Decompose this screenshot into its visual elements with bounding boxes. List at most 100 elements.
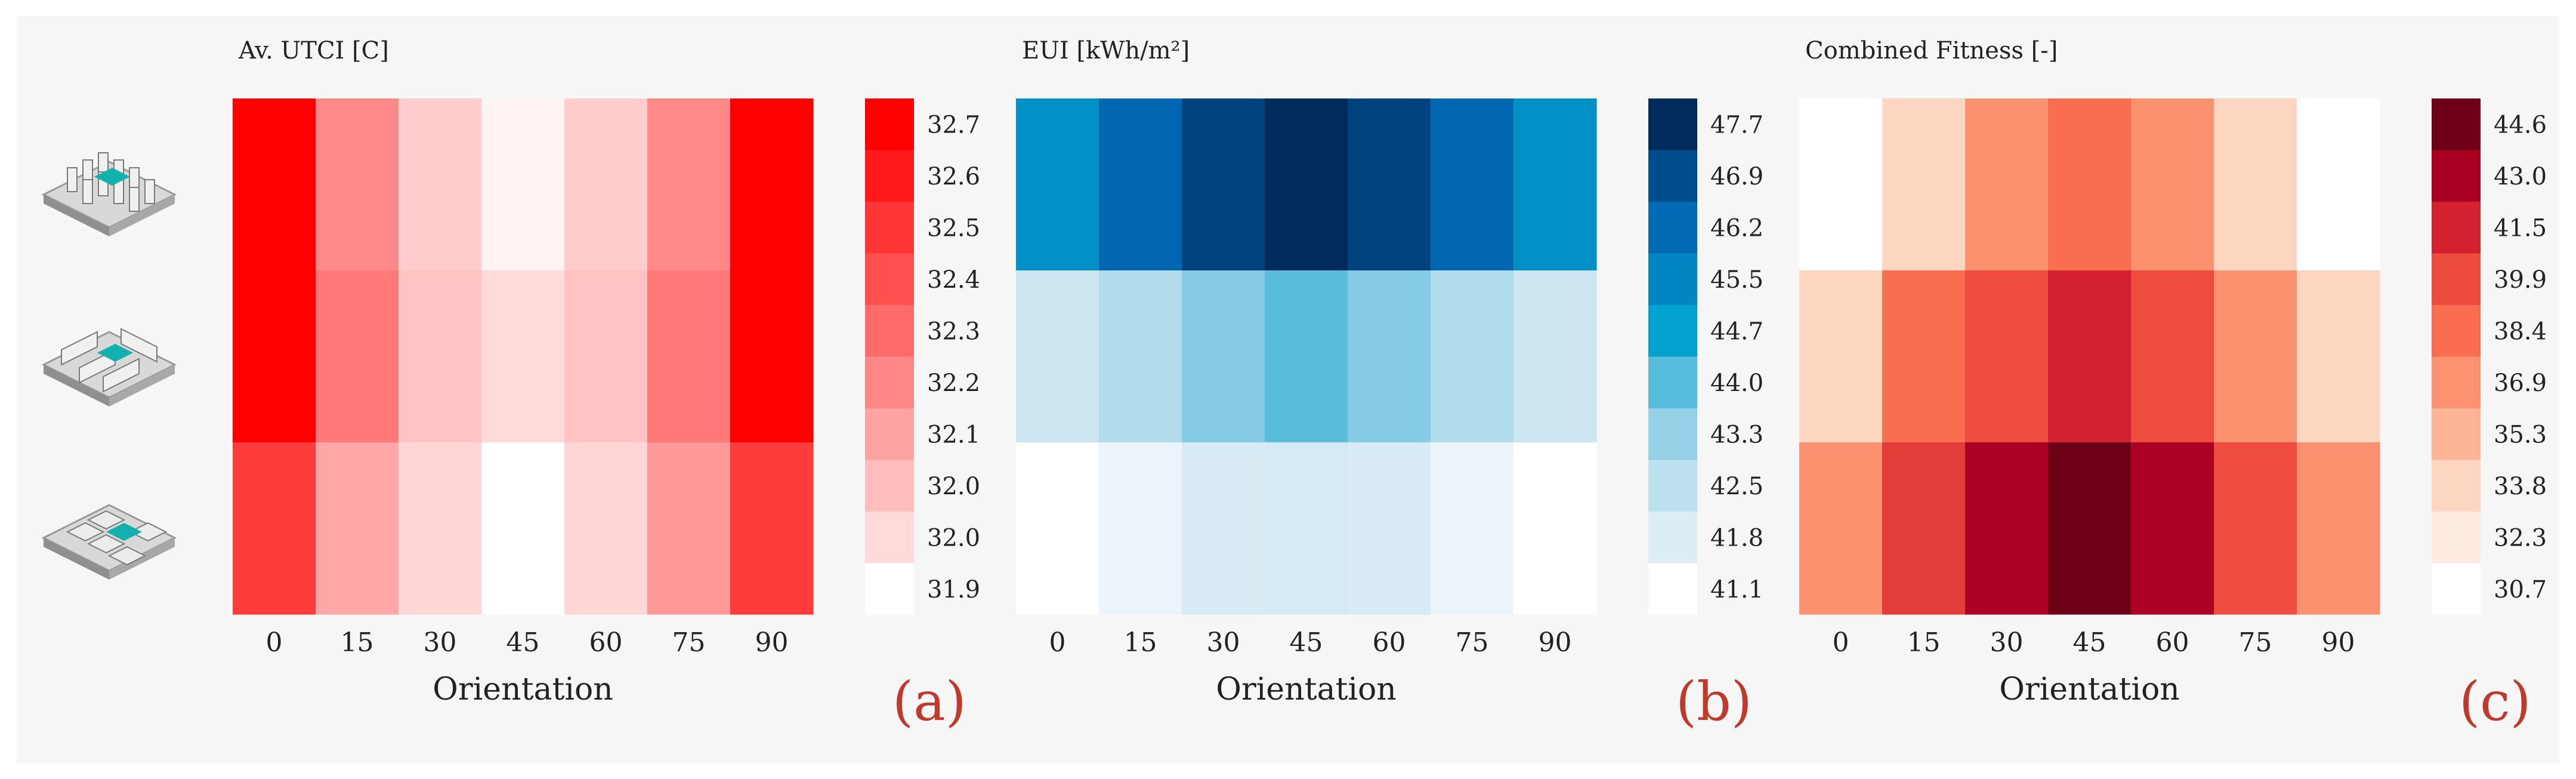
x-tick-label: 60 [2156, 627, 2189, 658]
heatmap-cell [1016, 442, 1099, 615]
panel-a: Av. UTCI [C] 0 15 30 45 60 75 90 Orientation 32.7… [233, 37, 980, 733]
colorbar-label: 42.5 [1710, 473, 1763, 500]
colorbar-swatch [865, 150, 914, 202]
colorbar-label: 32.0 [927, 473, 980, 500]
colorbar-swatch [1648, 408, 1697, 461]
panel-letter: (c) [2459, 670, 2531, 733]
heatmap-cell [1965, 98, 2049, 271]
heatmap-cell [2048, 442, 2132, 615]
heatmap-cell [1016, 98, 1099, 271]
heatmap-cell [399, 98, 482, 271]
heatmap-cell [1965, 442, 2049, 615]
heatmap-cell [1182, 98, 1265, 271]
colorbar-swatch [2432, 98, 2481, 151]
x-axis-label: Orientation [1999, 672, 2180, 707]
heatmap-cell [1265, 270, 1348, 443]
colorbar-swatch [2432, 563, 2481, 615]
heatmap-cell [316, 442, 399, 615]
colorbar-label: 31.9 [927, 576, 980, 604]
heatmap-cell [2214, 270, 2297, 443]
heatmap-cell [233, 442, 316, 615]
heatmap-cell [1799, 270, 1883, 443]
x-tick-label: 75 [2239, 627, 2272, 658]
heatmap-cell [564, 442, 648, 615]
x-tick-label: 0 [266, 627, 283, 658]
colorbar-label: 32.5 [927, 214, 980, 242]
x-tick-label: 0 [1833, 627, 1849, 658]
colorbar-swatch [865, 98, 914, 151]
heatmap-cell [647, 270, 731, 443]
heatmap-cell [1882, 442, 1966, 615]
colorbar-swatch [2432, 253, 2481, 306]
colorbar-label: 46.2 [1710, 214, 1763, 242]
colorbar-swatch [2432, 202, 2481, 254]
panel-letter: (b) [1676, 670, 1752, 733]
colorbar-swatch [2432, 460, 2481, 512]
heatmap-cell [1348, 270, 1431, 443]
colorbar-label: 47.7 [1710, 111, 1763, 138]
colorbar-swatch [1648, 98, 1697, 151]
colorbar-label: 41.8 [1710, 524, 1763, 552]
heatmap-cell [2048, 270, 2132, 443]
heatmap-cell [1016, 270, 1099, 443]
colorbar-label: 32.1 [927, 421, 980, 448]
x-tick-label: 45 [506, 627, 540, 658]
colorbar-label: 39.9 [2494, 266, 2547, 294]
colorbar-label: 32.3 [2494, 524, 2547, 552]
panel-title: Av. UTCI [C] [238, 37, 389, 64]
x-axis-label: Orientation [1216, 672, 1397, 707]
colorbar-label: 44.7 [1710, 318, 1763, 345]
courtyard-layout-icon [41, 504, 177, 580]
colorbar-swatch [865, 202, 914, 254]
heatmap-cell [730, 270, 814, 443]
colorbar-label: 44.6 [2494, 111, 2547, 138]
x-tick-label: 30 [424, 627, 457, 658]
heatmap-cell [2214, 98, 2297, 271]
x-tick-label: 15 [1124, 627, 1157, 658]
grid-layout-icon [41, 152, 177, 236]
linear-layout-icon [41, 328, 177, 407]
heatmap-cell [2048, 98, 2132, 271]
colorbar-label: 30.7 [2494, 576, 2547, 604]
colorbar-label: 32.3 [927, 318, 980, 345]
colorbar-swatch [2432, 408, 2481, 461]
colorbar-swatch [865, 408, 914, 461]
colorbar-label: 38.4 [2494, 318, 2547, 345]
colorbar-swatch [1648, 253, 1697, 306]
colorbar-label: 41.1 [1710, 576, 1763, 604]
layout-icons [41, 152, 177, 580]
colorbar-label: 33.8 [2494, 473, 2547, 500]
panel-title: Combined Fitness [-] [1805, 37, 2058, 64]
x-tick-label: 75 [672, 627, 706, 658]
heatmap-cell [233, 98, 316, 271]
heatmap-cell [2297, 442, 2380, 615]
colorbar-swatch [1648, 460, 1697, 512]
x-tick-label: 60 [1373, 627, 1406, 658]
heatmap-cell [399, 442, 482, 615]
heatmap-cell [1182, 270, 1265, 443]
heatmap-cell [564, 98, 648, 271]
colorbar-swatch [2432, 512, 2481, 564]
heatmap-cell [2214, 442, 2297, 615]
heatmap-cell [1514, 270, 1597, 443]
x-tick-label: 45 [1290, 627, 1323, 658]
x-tick-label: 15 [341, 627, 374, 658]
heatmap-cell [730, 98, 814, 271]
colorbar-swatch [1648, 305, 1697, 358]
x-axis-label: Orientation [433, 672, 613, 707]
colorbar-swatch [865, 305, 914, 358]
colorbar-label: 43.0 [2494, 163, 2547, 190]
panel-title: EUI [kWh/m²] [1022, 37, 1190, 64]
heatmap-cell [1882, 270, 1966, 443]
colorbar-label: 32.0 [927, 524, 980, 552]
x-tick-label: 75 [1456, 627, 1489, 658]
heatmap-cell [399, 270, 482, 443]
x-tick-label: 15 [1907, 627, 1941, 658]
x-tick-label: 90 [1539, 627, 1572, 658]
heatmap-cell [1799, 98, 1883, 271]
heatmap-cell [2131, 270, 2214, 443]
colorbar-label: 32.7 [927, 111, 980, 138]
colorbar-swatch [865, 253, 914, 306]
colorbar-label: 44.0 [1710, 370, 1763, 397]
heatmap-cell [1099, 442, 1182, 615]
